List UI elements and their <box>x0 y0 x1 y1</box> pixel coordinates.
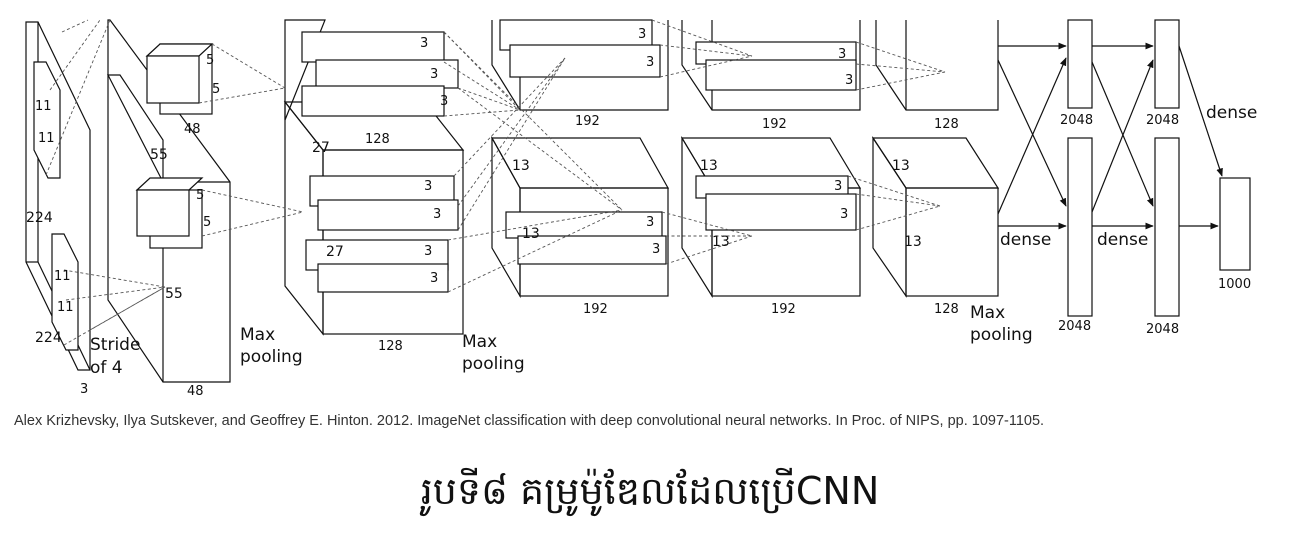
label-fc2-units-top: 2048 <box>1146 113 1179 128</box>
label-conv4-kernel-a: 3 <box>838 47 846 62</box>
label-dense-2: dense <box>1097 230 1148 250</box>
figure-caption: រូបទី៨ គម្រូម៉ូឌែលដែលប្រើCNN <box>420 469 880 513</box>
label-conv3-kernel-c: 3 <box>646 215 654 230</box>
label-conv2-size-b: 27 <box>326 244 344 260</box>
label-conv2-size-a: 27 <box>312 140 330 156</box>
conv3-volume <box>490 19 670 299</box>
label-conv2-kernel-g: 3 <box>430 271 438 286</box>
label-stride-of-4: of 4 <box>90 358 123 378</box>
label-conv2-kernel-e: 3 <box>433 207 441 222</box>
label-dense-top: dense <box>1206 103 1257 123</box>
label-maxpool-2-max: Max <box>462 332 497 352</box>
conv5-volume <box>871 20 1000 298</box>
label-conv5-size-a: 13 <box>892 158 910 174</box>
dense-arrows <box>997 42 1223 230</box>
label-maxpool-1-max: Max <box>240 325 275 345</box>
label-conv1-kernel-c: 5 <box>196 188 204 203</box>
label-conv1-size-b: 55 <box>165 286 183 302</box>
conv4-volume <box>680 20 862 299</box>
label-fc1-units-bottom: 2048 <box>1058 319 1091 334</box>
label-conv3-depth-b: 192 <box>583 302 608 317</box>
label-conv1-depth-a: 48 <box>184 122 201 137</box>
input-volume <box>25 21 91 371</box>
label-conv1-depth-b: 48 <box>187 384 204 399</box>
label-conv4-depth-a: 192 <box>762 117 787 132</box>
label-conv2-depth-b: 128 <box>378 339 403 354</box>
alexnet-diagram: 11 11 224 11 11 224 Stride of 4 3 5 5 48… <box>25 19 1257 399</box>
label-conv1-kernel-b: 5 <box>212 82 220 97</box>
label-maxpool-1-pooling: pooling <box>240 347 303 367</box>
label-maxpool-2-pooling: pooling <box>462 354 525 374</box>
label-conv2-depth-a: 128 <box>365 132 390 147</box>
label-input-224-b: 224 <box>35 330 62 346</box>
label-input-224-a: 224 <box>26 210 53 226</box>
label-conv5-depth-b: 128 <box>934 302 959 317</box>
label-conv2-kernel-b: 3 <box>430 67 438 82</box>
label-conv3-kernel-a: 3 <box>638 27 646 42</box>
label-conv3-kernel-d: 3 <box>652 242 660 257</box>
label-conv4-kernel-c: 3 <box>834 179 842 194</box>
label-input-11-c: 11 <box>54 269 71 284</box>
receptive-field-lines <box>45 19 946 346</box>
dense-layers <box>1067 19 1251 317</box>
label-conv4-kernel-d: 3 <box>840 207 848 222</box>
label-conv1-kernel-a: 5 <box>206 53 214 68</box>
label-conv3-size-b: 13 <box>522 226 540 242</box>
label-conv2-kernel-f: 3 <box>424 244 432 259</box>
label-conv5-depth-a: 128 <box>934 117 959 132</box>
label-input-11-d: 11 <box>57 300 74 315</box>
label-conv1-kernel-d: 5 <box>203 215 211 230</box>
label-output-units: 1000 <box>1218 277 1251 292</box>
citation-text: Alex Krizhevsky, Ilya Sutskever, and Geo… <box>14 413 1045 429</box>
label-dense-1: dense <box>1000 230 1051 250</box>
label-conv2-kernel-d: 3 <box>424 179 432 194</box>
label-conv4-size-b: 13 <box>712 234 730 250</box>
label-conv4-depth-b: 192 <box>771 302 796 317</box>
label-conv3-size-a: 13 <box>512 158 530 174</box>
label-fc2-units-bottom: 2048 <box>1146 322 1179 337</box>
diagram-labels: 11 11 224 11 11 224 Stride of 4 3 5 5 48… <box>26 27 1257 399</box>
label-conv4-kernel-b: 3 <box>845 73 853 88</box>
label-maxpool-3-pooling: pooling <box>970 325 1033 345</box>
label-conv3-depth-a: 192 <box>575 114 600 129</box>
label-input-depth: 3 <box>80 382 88 397</box>
label-conv2-kernel-a: 3 <box>420 36 428 51</box>
label-fc1-units-top: 2048 <box>1060 113 1093 128</box>
conv1-volume <box>107 19 231 383</box>
label-conv4-size-a: 13 <box>700 158 718 174</box>
label-input-11-a: 11 <box>35 99 52 114</box>
conv2-volume <box>283 19 465 336</box>
label-stride: Stride <box>90 335 140 355</box>
label-conv1-size-a: 55 <box>150 147 168 163</box>
label-conv3-kernel-b: 3 <box>646 55 654 70</box>
label-maxpool-3-max: Max <box>970 303 1005 323</box>
label-conv2-kernel-c: 3 <box>440 94 448 109</box>
label-conv5-size-b: 13 <box>904 234 922 250</box>
label-input-11-b: 11 <box>38 131 55 146</box>
